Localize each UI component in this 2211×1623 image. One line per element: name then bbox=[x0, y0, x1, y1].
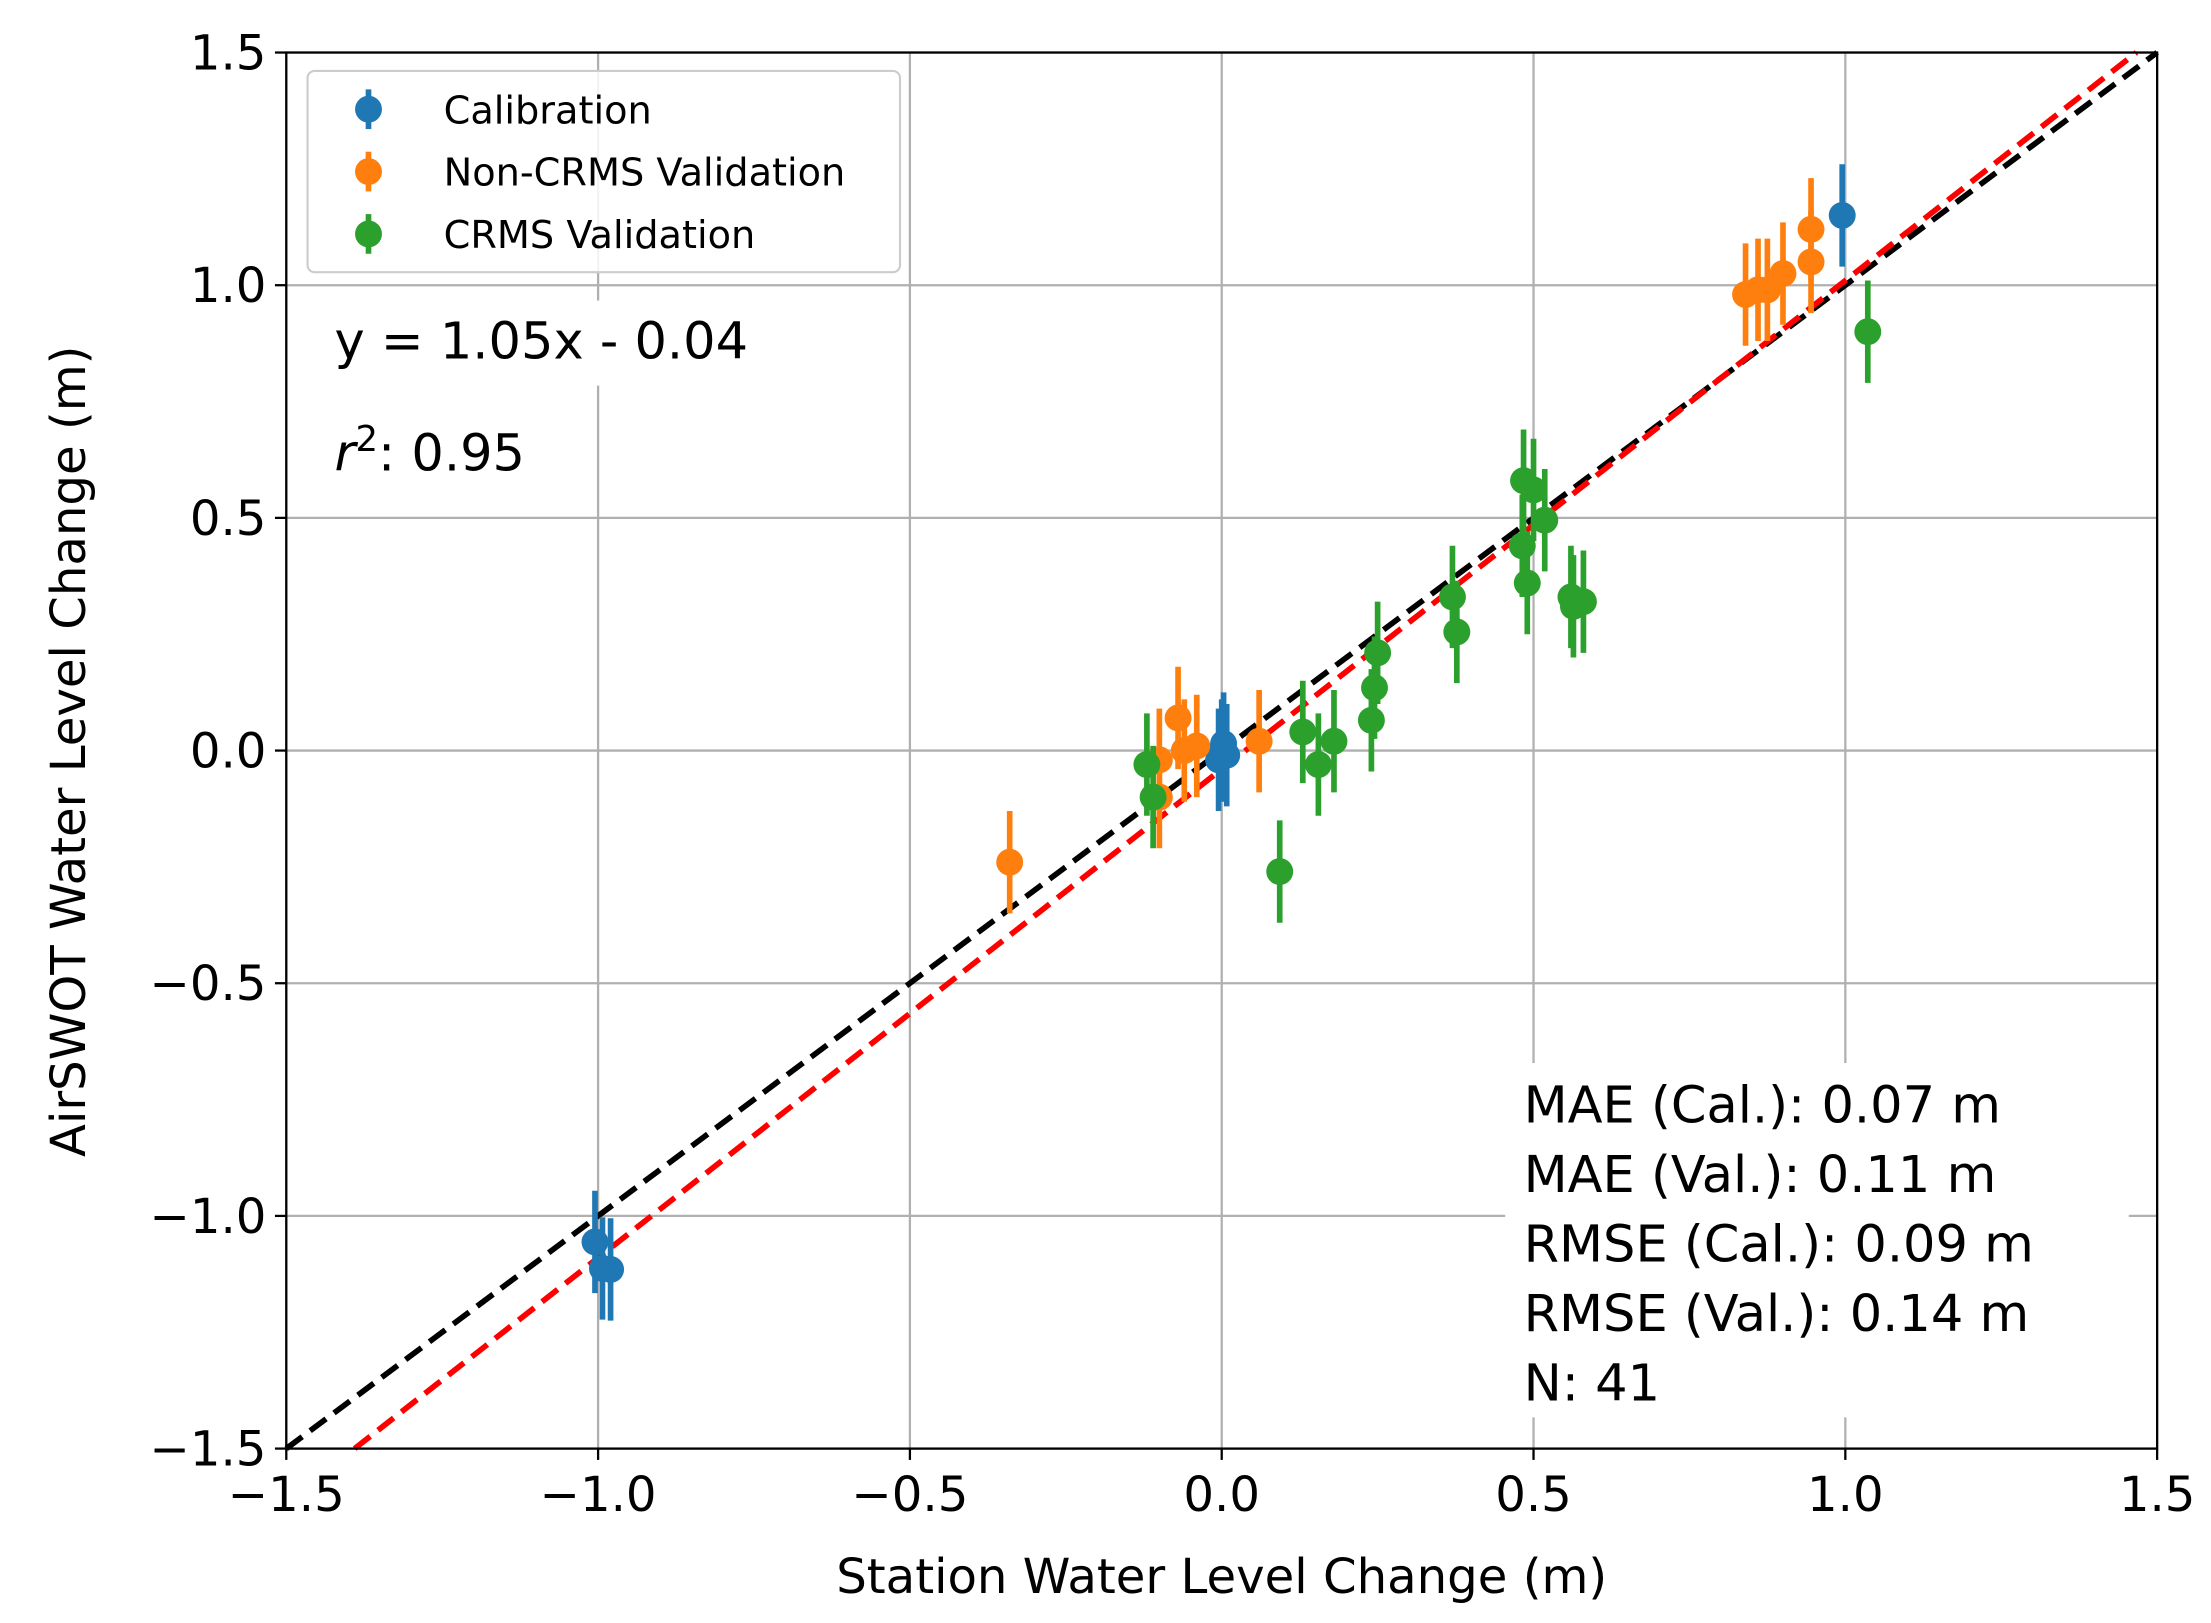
calibration-point bbox=[1213, 741, 1241, 769]
data-points bbox=[581, 164, 1882, 1321]
non-crms-validation-point bbox=[1183, 732, 1211, 760]
stats-box: MAE (Cal.): 0.07 m MAE (Val.): 0.11 m RMSE… bbox=[1524, 1077, 2034, 1414]
crms-validation-point bbox=[1854, 318, 1882, 346]
y-tick-label: −0.5 bbox=[149, 956, 266, 1012]
calibration-point bbox=[597, 1255, 625, 1283]
non-crms-validation-point bbox=[1164, 704, 1192, 732]
x-tick-label: 1.0 bbox=[1807, 1467, 1884, 1523]
crms-validation-point bbox=[1364, 639, 1392, 667]
legend-label: CRMS Validation bbox=[444, 213, 756, 258]
x-tick-label: 0.5 bbox=[1495, 1467, 1572, 1523]
y-tick-label: −1.5 bbox=[149, 1422, 266, 1478]
non-crms-validation-point bbox=[1245, 727, 1273, 755]
y-tick-label: 1.0 bbox=[190, 258, 267, 314]
crms-validation-point bbox=[1357, 706, 1385, 734]
r-squared: r2: 0.95 bbox=[334, 419, 525, 484]
crms-validation-point bbox=[1531, 506, 1559, 534]
crms-validation-point bbox=[1443, 618, 1471, 646]
stats-line: MAE (Cal.): 0.07 m bbox=[1524, 1077, 2001, 1136]
stats-line: MAE (Val.): 0.11 m bbox=[1524, 1146, 1997, 1205]
legend-marker bbox=[355, 220, 382, 248]
legend-label: Non-CRMS Validation bbox=[444, 151, 846, 196]
crms-validation-point bbox=[1508, 532, 1536, 560]
regression-equation: y = 1.05x - 0.04 bbox=[334, 313, 748, 372]
crms-validation-point bbox=[1361, 674, 1388, 702]
x-tick-label: 0.0 bbox=[1183, 1467, 1260, 1523]
crms-validation-point bbox=[1520, 476, 1547, 504]
legend-marker bbox=[355, 95, 382, 123]
crms-validation-point bbox=[1304, 751, 1332, 778]
ticks: −1.5−1.5 −1.0 −1.0 −0.5 −0.5 0.0 0.0 0.5 0.5 1.0 1… bbox=[149, 26, 2195, 1523]
stats-line: RMSE (Val.): 0.14 m bbox=[1524, 1285, 2030, 1344]
stats-line: N: 41 bbox=[1524, 1354, 1660, 1413]
crms-validation-point bbox=[1133, 751, 1161, 778]
crms-validation-point bbox=[1320, 727, 1348, 755]
crms-validation-point bbox=[1438, 583, 1466, 611]
stats-line: RMSE (Cal.): 0.09 m bbox=[1524, 1215, 2034, 1274]
legend: Calibration Non-CRMS Validation CRMS Valid… bbox=[306, 69, 902, 274]
crms-validation-point bbox=[1569, 588, 1597, 616]
x-tick-label: −0.5 bbox=[851, 1467, 968, 1523]
crms-validation-point bbox=[1289, 718, 1317, 746]
crms-validation-point bbox=[1513, 569, 1541, 597]
x-axis-label: Station Water Level Change (m) bbox=[836, 1549, 1607, 1605]
calibration-point bbox=[1828, 201, 1856, 229]
x-tick-label: −1.0 bbox=[540, 1467, 657, 1523]
non-crms-validation-point bbox=[1797, 215, 1825, 243]
y-tick-label: 0.5 bbox=[190, 491, 267, 547]
y-tick-label: 1.5 bbox=[190, 26, 267, 82]
non-crms-validation-point bbox=[1769, 260, 1797, 288]
non-crms-validation-point bbox=[996, 848, 1024, 876]
y-tick-label: 0.0 bbox=[190, 724, 267, 780]
crms-validation-point bbox=[1266, 858, 1294, 886]
x-tick-label: −1.5 bbox=[228, 1467, 345, 1523]
x-tick-label: 1.5 bbox=[2119, 1467, 2196, 1523]
legend-label: Calibration bbox=[444, 88, 652, 133]
legend-marker bbox=[355, 158, 382, 186]
y-axis-label: AirSWOT Water Level Change (m) bbox=[41, 346, 97, 1157]
line-fit bbox=[352, 50, 2139, 1451]
crms-validation-point bbox=[1139, 783, 1167, 811]
y-tick-label: −1.0 bbox=[149, 1189, 266, 1245]
